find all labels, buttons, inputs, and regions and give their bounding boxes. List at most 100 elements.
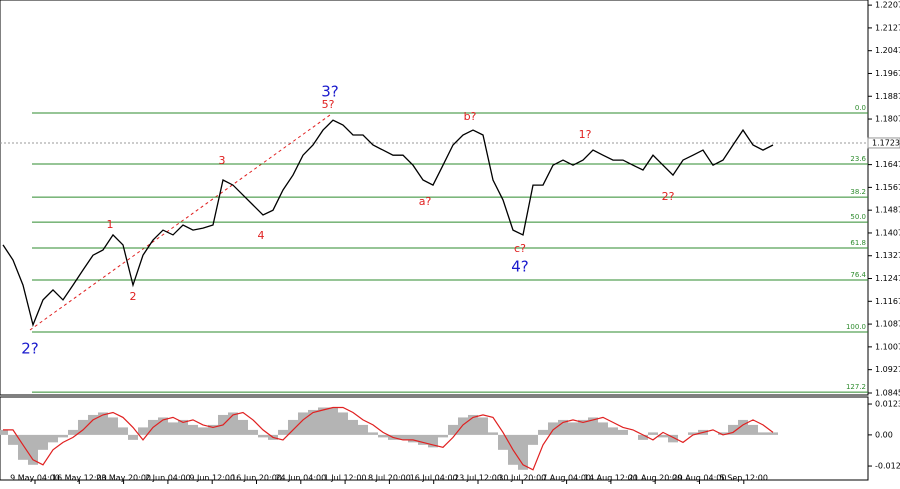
x-tick-label: 9 Jun 12:00 — [189, 474, 235, 483]
histogram-bar — [548, 422, 558, 435]
y-tick-label: 1.0927 — [875, 365, 900, 374]
fib-label: 100.0 — [846, 323, 866, 331]
histogram-bar — [618, 429, 628, 435]
y-tick-label: 1.1407 — [875, 228, 900, 237]
trend-line — [29, 114, 331, 331]
histogram-bar — [738, 419, 748, 435]
y-tick-label: 1.1167 — [875, 297, 900, 306]
histogram-bar — [398, 434, 408, 440]
histogram-bar — [228, 412, 238, 435]
x-tick-label: 1 Jul 12:00 — [324, 474, 367, 483]
y-tick-label: 1.1087 — [875, 320, 900, 329]
histogram-bar — [78, 419, 88, 435]
wave-label: 4 — [258, 229, 265, 242]
histogram-bar — [368, 432, 378, 435]
histogram-bar — [88, 414, 98, 435]
histogram-bar — [108, 417, 118, 435]
histogram-bar — [468, 414, 478, 435]
y-tick-label: 1.1327 — [875, 251, 900, 260]
histogram-bar — [158, 417, 168, 435]
histogram-bar — [648, 432, 658, 435]
y-tick-label: 0.01238 — [875, 400, 900, 409]
histogram-bar — [198, 427, 208, 435]
x-tick-label: 5 Sep 12:00 — [720, 474, 768, 483]
histogram-bar — [308, 409, 318, 435]
x-tick-label: 2 Jun 04:00 — [145, 474, 191, 483]
histogram-bar — [18, 434, 28, 460]
histogram-bar — [448, 424, 458, 435]
histogram-bar — [558, 419, 568, 435]
fib-label: 38.2 — [850, 188, 866, 196]
histogram-bar — [48, 434, 58, 443]
histogram-bar — [298, 412, 308, 435]
histogram-bar — [418, 434, 428, 445]
histogram-bar — [188, 424, 198, 435]
wave-label: 2? — [21, 340, 39, 358]
x-tick-label: 24 Jun 04:00 — [275, 474, 326, 483]
x-tick-label: 9 May 04:00 — [10, 474, 60, 483]
histogram-bar — [538, 429, 548, 435]
histogram-bar — [178, 419, 188, 435]
x-tick-label: 21 Aug 20:00 — [628, 474, 682, 483]
x-tick-label: 23 Jul 12:00 — [454, 474, 502, 483]
histogram-bar — [578, 419, 588, 435]
histogram-bar — [768, 432, 778, 435]
histogram-bar — [458, 417, 468, 435]
histogram-bar — [168, 422, 178, 435]
histogram-bar — [668, 434, 678, 443]
histogram-bar — [638, 434, 648, 440]
fib-label: 61.8 — [850, 239, 866, 247]
x-tick-label: 23 May 20:00 — [96, 474, 151, 483]
wave-label: 2? — [662, 190, 675, 203]
histogram-bar — [588, 417, 598, 435]
last-price-box — [867, 137, 900, 149]
histogram-bar — [28, 434, 38, 465]
y-tick-label: 0.00 — [875, 430, 893, 439]
x-tick-label: 14 Aug 12:00 — [584, 474, 638, 483]
y-tick-label: 1.1807 — [875, 115, 900, 124]
histogram-bar — [478, 417, 488, 435]
histogram-bar — [258, 434, 268, 438]
histogram-bar — [488, 432, 498, 435]
histogram-bar — [278, 429, 288, 435]
x-tick-label: 8 Jul 20:00 — [368, 474, 411, 483]
x-tick-label: 16 Jun 20:00 — [231, 474, 282, 483]
x-tick-label: 29 Aug 04:00 — [673, 474, 727, 483]
histogram-bar — [288, 419, 298, 435]
histogram-bar — [498, 434, 508, 450]
wave-label: 2 — [130, 290, 137, 303]
y-tick-label: -0.0125 — [875, 462, 900, 471]
histogram-bar — [38, 434, 48, 450]
wave-label: 3 — [219, 154, 226, 167]
histogram-bar — [428, 434, 438, 448]
fib-label: 76.4 — [850, 271, 866, 279]
histogram-bar — [598, 422, 608, 435]
fib-label: 50.0 — [850, 213, 866, 221]
wave-label: 3? — [321, 83, 339, 101]
y-tick-label: 1.1887 — [875, 92, 900, 101]
histogram-bar — [68, 429, 78, 435]
y-tick-label: 1.2127 — [875, 23, 900, 32]
wave-label: c? — [514, 242, 526, 255]
histogram-bar — [518, 434, 528, 470]
y-tick-label: 1.1007 — [875, 342, 900, 351]
histogram-bar — [128, 434, 138, 440]
signal-line — [3, 406, 774, 471]
histogram-bar — [208, 424, 218, 435]
histogram-bar — [748, 424, 758, 435]
histogram-bar — [248, 429, 258, 435]
histogram-bar — [118, 427, 128, 435]
histogram-bar — [58, 434, 68, 438]
fib-label: 127.2 — [846, 383, 866, 391]
x-tick-label: 16 Jul 04:00 — [410, 474, 458, 483]
histogram-bar — [358, 424, 368, 435]
histogram-bar — [0, 429, 8, 435]
histogram-bar — [238, 419, 248, 435]
x-tick-label: 7 Aug 04:00 — [542, 474, 591, 483]
histogram-bar — [728, 424, 738, 435]
wave-label: 4? — [511, 258, 529, 276]
wave-label: b? — [464, 110, 477, 123]
price-line — [2, 119, 774, 328]
histogram-bar — [138, 427, 148, 435]
y-tick-label: 1.1967 — [875, 69, 900, 78]
